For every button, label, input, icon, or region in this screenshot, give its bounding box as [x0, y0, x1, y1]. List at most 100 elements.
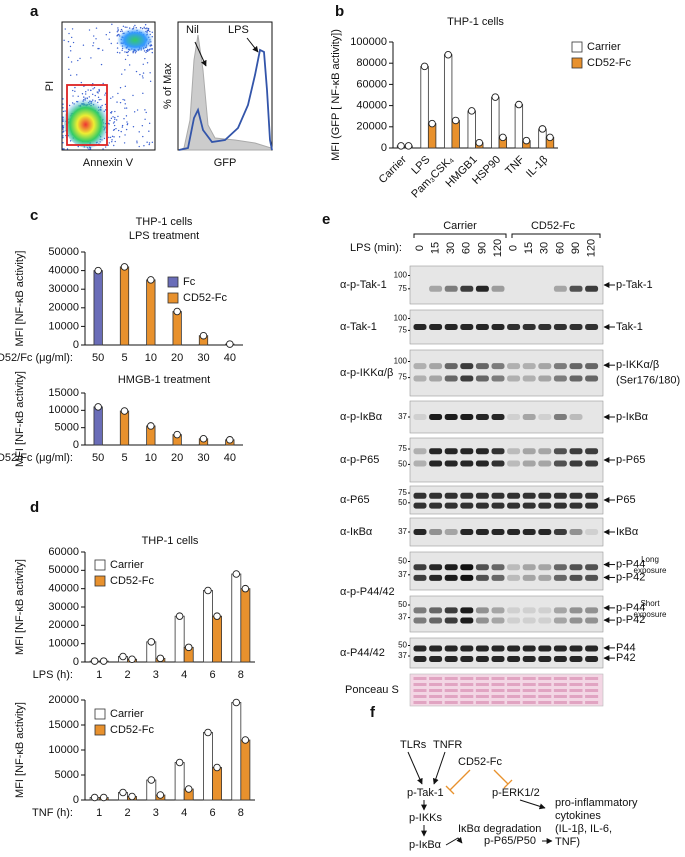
mw-marker: 37 [398, 613, 407, 622]
dot [142, 77, 144, 79]
x-tick-label: 40 [224, 352, 236, 364]
band [522, 502, 536, 509]
x-tick-label: 5 [121, 352, 127, 364]
ponceau-band [507, 689, 521, 692]
replicate-dot [99, 793, 108, 802]
dot [67, 56, 70, 58]
y-tick-label: 5000 [55, 422, 79, 434]
blot [409, 485, 604, 515]
band [553, 285, 567, 292]
bar [240, 739, 251, 801]
dot [141, 75, 144, 77]
dot [74, 90, 76, 93]
dot [105, 34, 107, 36]
ponceau-band [460, 683, 474, 686]
group-bracket [413, 233, 601, 238]
dot [97, 47, 99, 50]
dot [77, 145, 79, 148]
dot [142, 92, 144, 95]
dot [92, 93, 94, 96]
band [429, 502, 443, 509]
dot [148, 49, 151, 51]
ponceau-band [585, 695, 599, 698]
panel-e: e Carrier CD52-Fc LPS (min): Ponceau S [322, 211, 601, 696]
band-label: (Ser176/180) [616, 375, 680, 387]
band [475, 448, 489, 455]
band [444, 363, 458, 370]
band [475, 529, 489, 535]
dot [77, 95, 79, 97]
x-tick-label: TNF [503, 153, 527, 177]
dot [146, 28, 148, 30]
band [491, 645, 505, 652]
band [538, 363, 552, 370]
legend-swatch [94, 708, 106, 720]
dot [151, 51, 153, 54]
dot [119, 52, 121, 54]
band [569, 502, 583, 509]
y-tick-label: 10000 [48, 404, 79, 416]
band [538, 414, 552, 420]
legend-swatch [94, 724, 106, 736]
bar [420, 65, 429, 149]
band [413, 460, 427, 467]
legend-label: CD52-Fc [587, 57, 632, 69]
band [413, 529, 427, 535]
replicate-dot [232, 570, 241, 578]
ponceau-band [507, 677, 521, 680]
dot [92, 44, 94, 47]
band [569, 607, 583, 614]
dot [111, 139, 113, 141]
band [553, 414, 567, 420]
y-tick-label: 40000 [356, 100, 387, 112]
dot [126, 26, 128, 28]
panel-letter: c [30, 207, 38, 224]
x-tick-label: 50 [92, 352, 104, 364]
band [585, 375, 599, 382]
panel-letter: b [335, 3, 344, 20]
legend-swatch [167, 292, 179, 304]
band [460, 414, 474, 420]
dot [127, 51, 129, 53]
node: p-ERK1/2 [492, 787, 540, 799]
y-tick-label: 20000 [356, 121, 387, 133]
dot [72, 89, 74, 92]
dot [64, 28, 66, 30]
band [522, 607, 536, 614]
ponceau-band [507, 695, 521, 698]
dot [113, 136, 115, 138]
lane-label: 90 [570, 242, 582, 254]
y-axis-label: MFI [NF-κB activity] [14, 251, 26, 347]
dot [110, 42, 112, 45]
band [491, 375, 505, 382]
dot [120, 28, 123, 31]
y-axis-label: MFI [NF-κB activity] [14, 702, 26, 798]
dot [102, 148, 104, 150]
dot [124, 58, 127, 61]
dot [148, 130, 150, 132]
bar [491, 96, 500, 149]
band [460, 460, 474, 467]
chart-title: THP-1 cells [447, 16, 504, 28]
dot [115, 119, 118, 121]
replicate-dot [226, 340, 234, 348]
replicate-dot [156, 654, 165, 663]
x-axis-label: CD52/Fc (μg/ml): [0, 352, 73, 364]
dot [62, 118, 64, 120]
x-tick-label: 20 [171, 452, 183, 464]
dot [68, 68, 70, 71]
replicate-dot [199, 435, 208, 443]
density-core [64, 96, 112, 148]
band [491, 564, 505, 571]
band-label: P65 [616, 494, 636, 506]
dot [135, 70, 138, 73]
antibody-label: α-P44/42 [340, 647, 385, 659]
y-tick-label: 10000 [48, 744, 79, 756]
band [491, 574, 505, 581]
dot [124, 51, 126, 53]
antibody-label: α-p-IκBα [340, 411, 383, 423]
ponceau-band [429, 677, 443, 680]
band [475, 574, 489, 581]
x-tick-label: 3 [153, 807, 159, 819]
dot [62, 103, 64, 105]
